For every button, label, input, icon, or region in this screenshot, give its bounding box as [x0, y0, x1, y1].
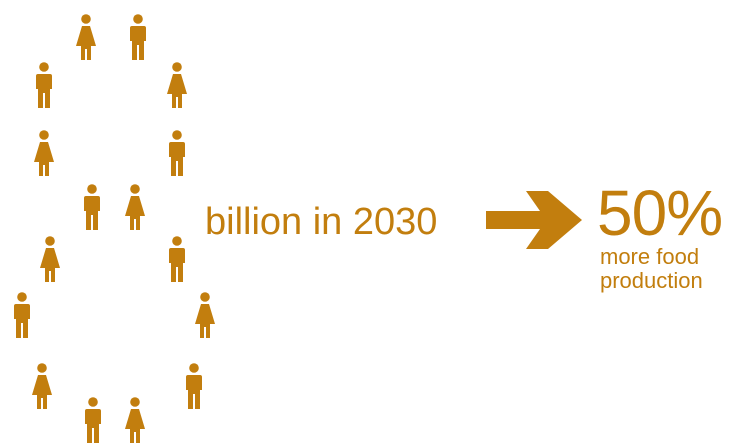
- man-icon: [163, 236, 191, 284]
- woman-icon: [72, 14, 100, 62]
- man-icon: [78, 184, 106, 232]
- man-icon: [79, 397, 107, 445]
- woman-icon: [191, 292, 219, 340]
- woman-icon: [28, 363, 56, 411]
- man-icon: [124, 14, 152, 62]
- woman-icon: [163, 62, 191, 110]
- woman-icon: [121, 397, 149, 445]
- woman-icon: [30, 130, 58, 178]
- arrow-right-icon: [486, 191, 582, 249]
- woman-icon: [121, 184, 149, 232]
- woman-icon: [36, 236, 64, 284]
- percent-value: 50%: [597, 177, 723, 249]
- man-icon: [163, 130, 191, 178]
- caption-text: billion in 2030: [205, 201, 438, 243]
- man-icon: [8, 292, 36, 340]
- man-icon: [30, 62, 58, 110]
- result-line-2: production: [600, 268, 703, 293]
- man-icon: [180, 363, 208, 411]
- result-line-1: more food: [600, 244, 700, 269]
- number-eight-figure-group: [0, 0, 260, 448]
